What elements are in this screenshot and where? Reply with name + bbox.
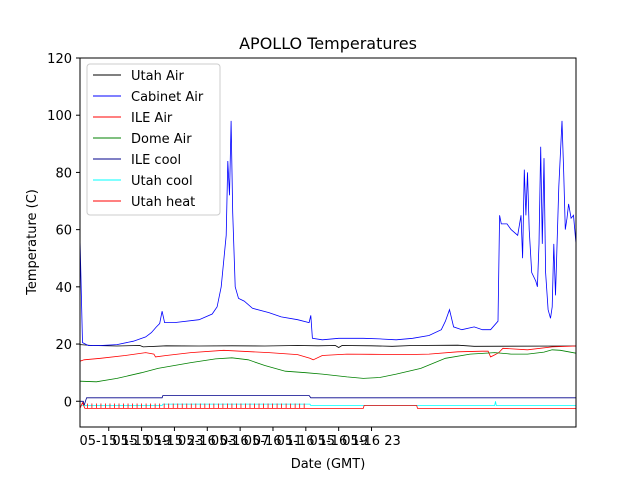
x-tick-label: 05-15 15 (80, 434, 138, 449)
legend-label: Cabinet Air (131, 90, 204, 105)
series-line-dome-air (80, 349, 576, 383)
x-tick-label: 05-16 19 (309, 434, 367, 449)
series-layer (80, 120, 576, 409)
y-axis-label: Temperature (C) (25, 189, 40, 296)
x-tick-label: 05-15 23 (145, 434, 203, 449)
series-line-ile-cool (80, 395, 576, 406)
x-tick-label: 05-16 23 (342, 434, 400, 449)
legend-label: Utah cool (131, 174, 193, 189)
series-line-ile-air (80, 345, 576, 362)
x-tick-label: 05-16 07 (211, 434, 269, 449)
y-tick-label: 60 (55, 224, 72, 239)
legend-label: Utah Air (131, 69, 184, 84)
y-tick-label: 120 (47, 52, 72, 67)
y-tick-label: 20 (55, 338, 72, 353)
chart-title: APOLLO Temperatures (239, 34, 417, 53)
y-tick-label: 100 (47, 109, 72, 124)
x-tick-label: 05-16 03 (178, 434, 236, 449)
y-tick-label: 0 (64, 395, 72, 410)
legend-label: Dome Air (131, 132, 192, 147)
y-tick-label: 80 (55, 166, 72, 181)
legend-label: ILE Air (131, 111, 173, 126)
legend-label: ILE cool (131, 153, 181, 168)
series-line-utah-heat (80, 401, 576, 409)
legend: Utah Air Cabinet Air ILE Air Dome Air ILE co… (86, 63, 221, 216)
x-axis-label: Date (GMT) (291, 457, 366, 472)
series-line-utah-air (80, 344, 576, 348)
legend-box (86, 63, 221, 216)
series-line-cabinet-air (80, 120, 576, 346)
x-tick-label: 05-15 19 (112, 434, 170, 449)
series-line-utah-cool (80, 401, 576, 406)
x-tick-label: 05-16 11 (244, 434, 302, 449)
axes-frame (79, 57, 577, 428)
legend-label: Utah heat (131, 195, 195, 210)
x-tick-label: 05-16 15 (277, 434, 335, 449)
y-tick-label: 40 (55, 281, 72, 296)
